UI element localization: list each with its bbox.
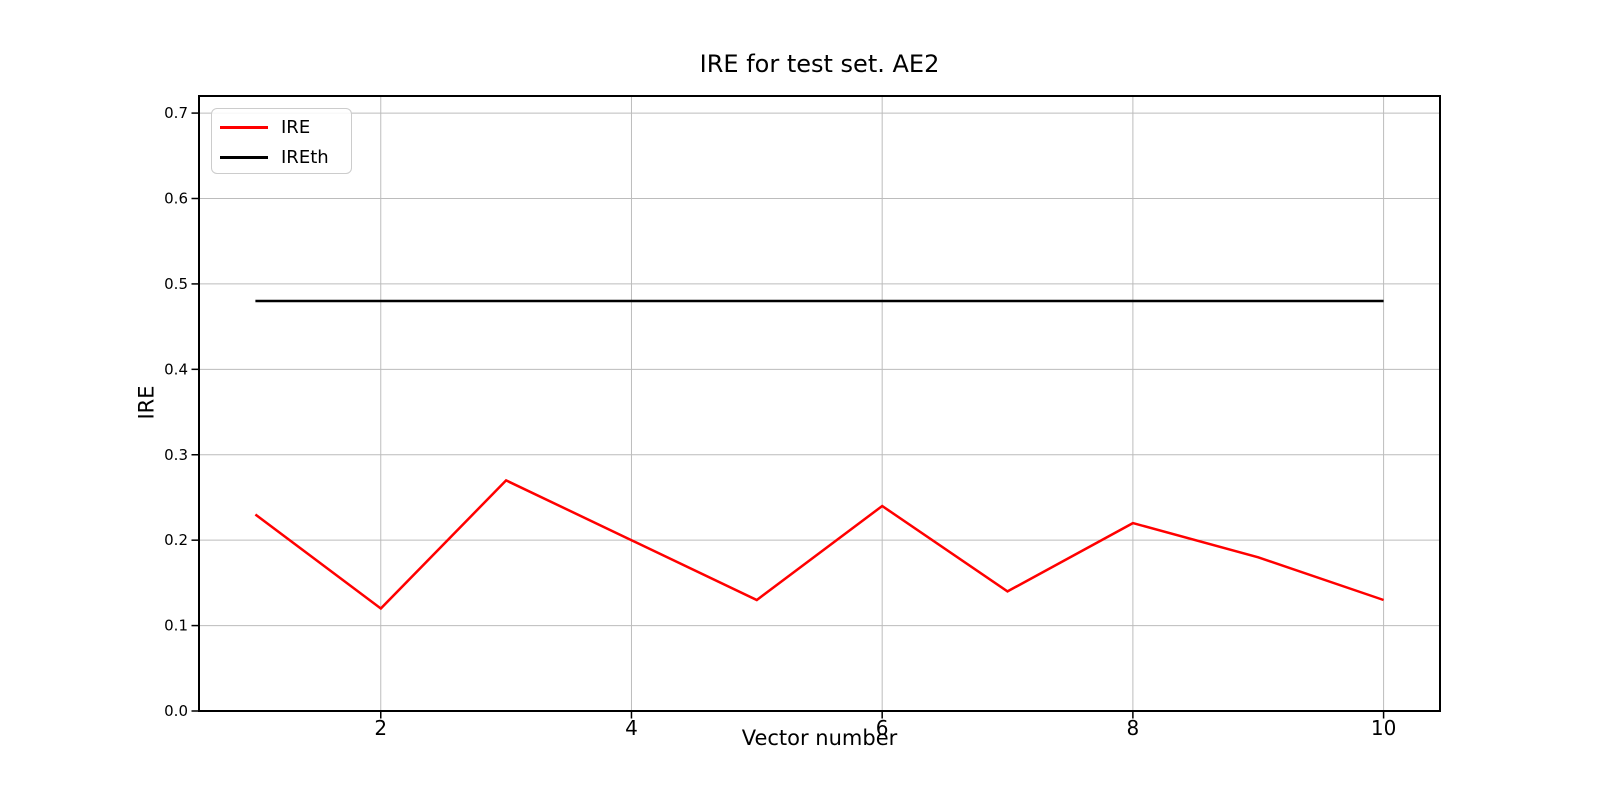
x-tick-label: 10	[1371, 716, 1396, 740]
legend-row: IRE	[220, 113, 343, 141]
legend-label: IREth	[281, 146, 329, 168]
y-tick-label: 0.5	[164, 275, 188, 293]
y-tick-label: 0.0	[164, 702, 188, 720]
y-tick-label: 0.1	[164, 617, 188, 635]
x-axis-label: Vector number	[741, 726, 898, 750]
chart-title: IRE for test set. AE2	[699, 50, 940, 78]
plot-border	[198, 95, 1441, 712]
y-tick-label: 0.3	[164, 446, 188, 464]
series-line-ire	[254, 478, 1385, 611]
y-tick-label: 0.2	[164, 531, 188, 549]
x-tick-label: 8	[1127, 716, 1140, 740]
y-tick-label: 0.4	[164, 360, 188, 378]
y-tick-label: 0.6	[164, 190, 188, 208]
x-tick-label: 6	[876, 716, 889, 740]
x-tick-label: 4	[625, 716, 638, 740]
y-axis-label: IRE	[134, 385, 159, 420]
legend-row: IREth	[220, 143, 343, 171]
legend-line-sample	[220, 155, 268, 159]
legend-label: IRE	[281, 116, 311, 138]
legend-line-sample	[220, 125, 268, 129]
y-tick-label: 0.7	[164, 104, 188, 122]
legend: IRE IREth	[211, 108, 352, 174]
x-tick-label: 2	[374, 716, 387, 740]
